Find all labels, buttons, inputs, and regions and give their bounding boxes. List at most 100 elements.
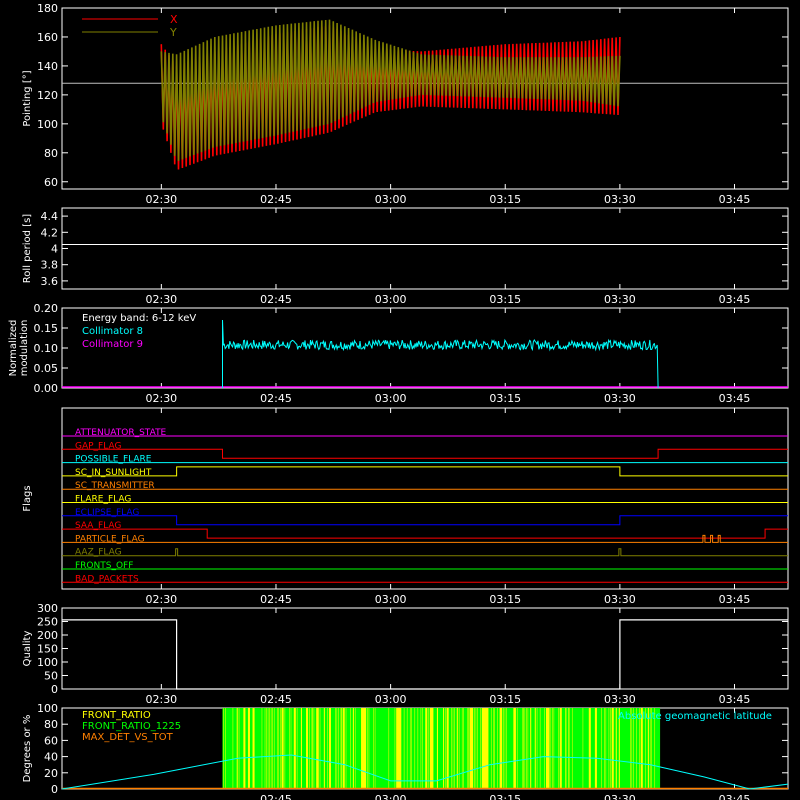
front-ratio-1225-bar [346,708,349,789]
y-tick-label: 0 [51,783,58,796]
front-ratio-1225-bar [321,708,324,789]
front-ratio-1225-bar [537,708,540,789]
front-ratio-1225-bar [275,708,277,789]
front-ratio-1225-bar [269,708,271,789]
front-ratio-1225-bar [590,708,593,789]
front-ratio-1225-bar [625,708,628,789]
y-axis-label: Degrees or % [22,715,33,783]
y-tick-label: 60 [44,176,58,189]
front-ratio-1225-bar [242,708,244,789]
flag-label: FRONTS_OFF [75,561,133,571]
front-ratio-1225-bar [246,708,248,789]
front-ratio-1225-bar [289,708,291,789]
x-tick-label: 03:30 [604,193,636,206]
y-tick-label: 140 [37,60,58,73]
x-tick-label: 03:30 [604,693,636,706]
front-ratio-1225-bar [410,708,412,789]
flag-label: GAP_FLAG [75,441,121,451]
front-ratio-1225-bar [402,708,404,789]
front-ratio-1225-bar [474,708,476,789]
y-tick-label: 150 [37,643,58,656]
front-ratio-1225-bar [570,708,572,789]
front-ratio-1225-bar [578,708,581,789]
y-tick-label: 300 [37,602,58,615]
y-axis-label: Quality [22,631,33,667]
front-ratio-1225-bar [372,708,374,789]
legend-label: Collimator 9 [82,339,143,350]
y-tick-label: 4.4 [41,210,59,223]
front-ratio-1225-bar [416,708,418,789]
front-ratio-1225-bar [291,708,294,789]
front-ratio-1225-bar [295,708,297,789]
front-ratio-1225-bar [379,708,382,789]
front-ratio-1225-bar [586,708,589,789]
x-tick-label: 02:30 [145,593,177,606]
x-tick-label: 02:45 [260,793,292,800]
front-ratio-1225-bar [642,708,645,789]
y-axis-label: Pointing [°] [22,70,33,126]
front-ratio-1225-bar [596,708,599,789]
front-ratio-1225-bar [230,708,233,789]
front-ratio-1225-bar [502,708,504,789]
y-tick-label: 80 [44,147,58,160]
front-ratio-1225-bar [619,708,622,789]
front-ratio-1225-bar [327,708,329,789]
front-ratio-1225-bar [381,708,384,789]
flag-label: ATTENUATOR_STATE [75,428,167,438]
front-ratio-1225-bar [451,708,453,789]
front-ratio-1225-bar [279,708,281,789]
front-ratio-1225-bar [227,708,230,789]
front-ratio-1225-bar [308,708,310,789]
quality-line [62,619,788,690]
front-ratio-1225-bar [375,708,378,789]
front-ratio-1225-bar [254,708,257,789]
front-ratio-1225-bar [285,708,288,789]
front-ratio-1225-bar [544,708,546,789]
front-ratio-1225-bar [632,708,634,789]
front-ratio-1225-bar [648,708,650,789]
front-ratio-1225-bar [268,708,270,789]
front-ratio-1225-bar [445,708,447,789]
y-tick-label: 250 [37,616,58,629]
y-tick-label: 50 [44,670,58,683]
front-ratio-1225-bar [460,708,462,789]
y-tick-label: 100 [37,118,58,131]
front-ratio-1225-bar [222,708,224,789]
front-ratio-1225-bar [531,708,534,789]
y-tick-label: 180 [37,2,58,15]
x-tick-label: 03:45 [719,392,751,405]
front-ratio-1225-bar [607,708,609,789]
front-ratio-1225-bar [538,708,540,789]
front-ratio-1225-bar [355,708,358,789]
flag-sc-in-sunlight-line [62,466,788,477]
front-ratio-1225-bar [444,708,446,789]
flag-gap-flag-line [62,448,788,459]
front-ratio-1225-bar [427,708,429,789]
front-ratio-1225-bar [621,708,624,789]
front-ratio-1225-bar [271,708,273,789]
y-tick-label: 0.00 [34,382,59,395]
front-ratio-1225-bar [280,708,282,789]
front-ratio-1225-bar [331,708,334,789]
x-tick-label: 03:00 [375,793,407,800]
flag-label: PARTICLE_FLAG [75,534,145,544]
flag-label: POSSIBLE_FLARE [75,455,152,465]
front-ratio-1225-bar [468,708,470,789]
front-ratio-1225-bar [639,708,641,789]
front-ratio-1225-bar [508,708,511,789]
front-ratio-1225-bar [387,708,389,789]
front-ratio-1225-bar [572,708,575,789]
front-ratio-1225-bar [491,708,494,789]
flag-label: SAA_FLAG [75,521,121,531]
y-tick-label: 100 [37,702,58,715]
flag-label: FLARE_FLAG [75,495,131,505]
front-ratio-1225-bar [428,708,430,789]
front-ratio-1225-bar [629,708,631,789]
front-ratio-1225-bar [260,708,262,789]
front-ratio-1225-bar [356,708,359,789]
front-ratio-1225-bar [645,708,648,789]
front-ratio-1225-bar [349,708,351,789]
front-ratio-1225-bar [234,708,237,789]
front-ratio-1225-bar [581,708,583,789]
front-ratio-1225-bar [245,708,248,789]
